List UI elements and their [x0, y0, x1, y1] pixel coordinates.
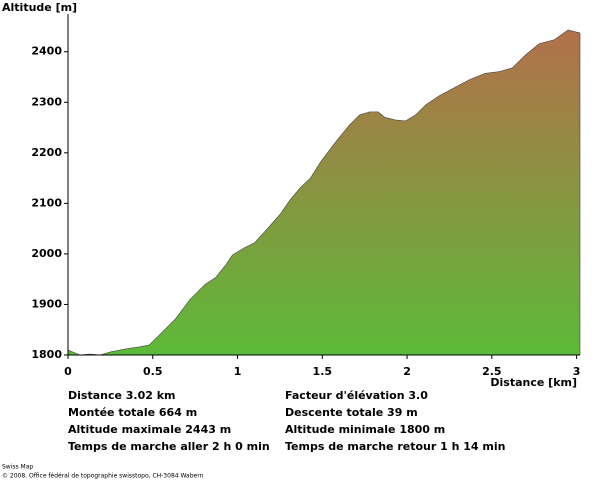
y-axis-label: Altitude [m]	[2, 1, 77, 14]
x-tick-label: 0	[64, 365, 72, 378]
x-tick-label: 3	[573, 365, 581, 378]
y-tick-label: 2200	[31, 146, 62, 159]
x-tick-label: 0.5	[143, 365, 163, 378]
y-tick-label: 1900	[31, 297, 62, 310]
x-tick-label: 1	[234, 365, 242, 378]
x-axis-label: Distance [km]	[490, 376, 577, 389]
stat: Facteur d'élévation 3.0	[285, 389, 428, 402]
y-tick-label: 2100	[31, 196, 62, 209]
x-tick-label: 1.5	[313, 365, 333, 378]
stat: Montée totale 664 m	[68, 406, 197, 419]
footer-text: Swiss Map	[2, 464, 33, 471]
stat: Altitude maximale 2443 m	[68, 423, 231, 436]
stat: Temps de marche retour 1 h 14 min	[285, 440, 505, 453]
stat: Temps de marche aller 2 h 0 min	[68, 440, 270, 453]
y-tick-label: 2000	[31, 247, 62, 260]
stat: Descente totale 39 m	[285, 406, 418, 419]
elevation-area	[67, 29, 581, 356]
footer-text: © 2008. Office fédéral de topographie sw…	[2, 473, 204, 480]
stat: Altitude minimale 1800 m	[285, 423, 445, 436]
x-tick-label: 2	[403, 365, 411, 378]
stat: Distance 3.02 km	[68, 389, 176, 402]
x-tick-label: 2.5	[482, 365, 502, 378]
y-tick-label: 2300	[31, 95, 62, 108]
y-tick-label: 2400	[31, 45, 62, 58]
y-tick-label: 1800	[31, 348, 62, 361]
